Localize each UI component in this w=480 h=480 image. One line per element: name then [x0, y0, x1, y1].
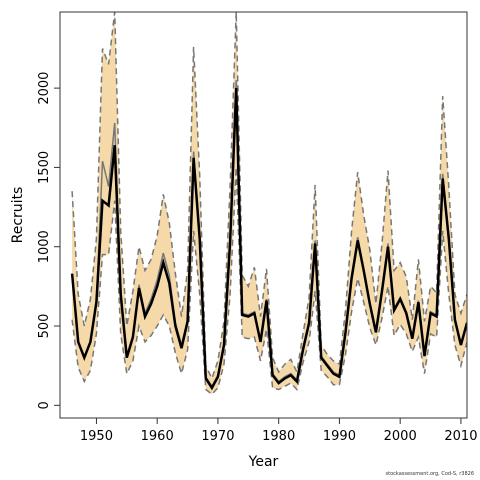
x-tick-label: 1990: [323, 429, 356, 444]
credit-text: stockassessment.org, Cod-S, r3826: [385, 471, 474, 477]
x-tick-label: 1950: [80, 429, 113, 444]
y-tick-label: 500: [37, 314, 52, 339]
x-tick-label: 1980: [262, 429, 295, 444]
y-tick-label: 0: [37, 401, 52, 409]
y-tick-label: 2000: [37, 72, 52, 105]
x-tick-label: 1970: [201, 429, 234, 444]
plot-frame: [59, 11, 468, 419]
y-axis-label: Recruits: [10, 187, 26, 244]
y-tick-label: 1500: [37, 151, 52, 184]
x-tick-label: 1960: [141, 429, 174, 444]
x-tick-label: 2010: [444, 429, 477, 444]
y-tick-label: 1000: [37, 230, 52, 263]
estimate-line: [70, 88, 467, 391]
upper-ci-line: [71, 12, 467, 381]
x-axis-label: Year: [248, 454, 279, 470]
lower-ci-line: [71, 167, 467, 396]
x-tick-label: 2000: [384, 429, 417, 444]
